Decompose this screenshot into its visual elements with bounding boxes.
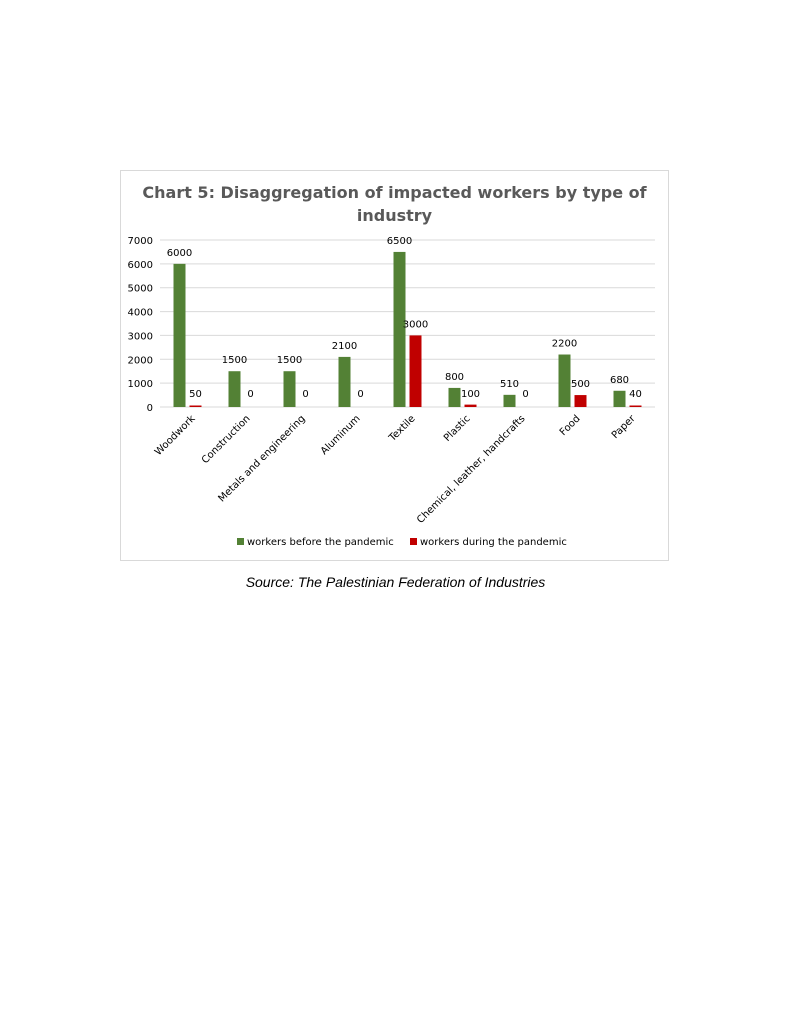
bar-before [338, 356, 351, 407]
data-label: 800 [445, 372, 464, 383]
legend-label: workers before the pandemic [247, 537, 394, 548]
y-tick-label: 5000 [128, 284, 153, 295]
data-label: 500 [571, 379, 590, 390]
x-tick-label: Woodwork [153, 413, 198, 458]
data-label: 0 [247, 389, 253, 400]
bar-before [448, 387, 461, 407]
x-tick-label: Food [558, 413, 583, 438]
bar-before [503, 394, 516, 407]
y-tick-label: 2000 [128, 355, 153, 366]
data-label: 1500 [277, 355, 302, 366]
bar-during [574, 395, 587, 407]
bar-before [613, 390, 626, 407]
data-label: 3000 [403, 319, 428, 330]
bar-during [409, 335, 422, 407]
data-label: 2100 [332, 341, 357, 352]
bar-before [283, 371, 296, 407]
data-label: 50 [189, 389, 202, 400]
bar-before [173, 263, 186, 407]
y-tick-label: 0 [147, 403, 153, 414]
y-tick-label: 4000 [128, 308, 153, 319]
x-tick-label: Construction [200, 413, 253, 466]
bar-during [629, 405, 642, 407]
data-label: 2200 [552, 339, 577, 350]
data-label: 6500 [387, 236, 412, 247]
x-tick-label: Chemical, leather, handcrafts [415, 413, 527, 525]
data-label: 6000 [167, 248, 192, 259]
legend-swatch [410, 538, 417, 545]
x-tick-label: Aluminum [319, 413, 363, 457]
bar-before [558, 354, 571, 407]
x-tick-label: Textile [387, 413, 418, 444]
y-tick-label: 1000 [128, 379, 153, 390]
data-label: 0 [357, 389, 363, 400]
bar-before [393, 251, 406, 407]
data-label: 0 [522, 389, 528, 400]
data-label: 510 [500, 379, 519, 390]
bar-during [464, 404, 477, 407]
chart-title: Chart 5: Disaggregation of impacted work… [142, 183, 647, 225]
y-tick-label: 3000 [128, 331, 153, 342]
data-label: 100 [461, 389, 480, 400]
y-tick-label: 6000 [128, 260, 153, 271]
x-tick-label: Paper [610, 413, 638, 441]
legend-label: workers during the pandemic [420, 537, 567, 548]
data-label: 40 [629, 389, 642, 400]
legend-swatch [237, 538, 244, 545]
bar-before [228, 371, 241, 407]
data-label: 680 [610, 375, 629, 386]
x-tick-label: Plastic [442, 413, 473, 444]
data-label: 1500 [222, 355, 247, 366]
source-caption: Source: The Palestinian Federation of In… [245, 574, 546, 590]
y-tick-label: 7000 [128, 236, 153, 247]
data-label: 0 [302, 389, 308, 400]
bar-during [189, 405, 202, 407]
